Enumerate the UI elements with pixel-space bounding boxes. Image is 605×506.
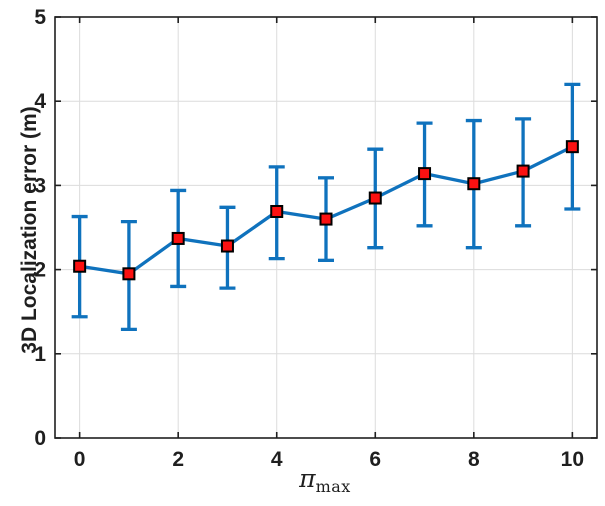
y-axis-label: 3D Localization error (m) bbox=[18, 106, 41, 354]
x-tick-label: 4 bbox=[271, 448, 283, 471]
y-tick-label: 0 bbox=[34, 427, 46, 450]
data-marker bbox=[73, 259, 87, 273]
data-marker bbox=[122, 267, 136, 281]
data-marker bbox=[565, 140, 579, 154]
data-marker bbox=[319, 212, 333, 226]
data-marker bbox=[368, 191, 382, 205]
data-marker bbox=[171, 231, 185, 245]
x-tick-label: 0 bbox=[74, 448, 86, 471]
y-tick-label: 5 bbox=[34, 6, 46, 29]
x-tick-label: 2 bbox=[172, 448, 184, 471]
axes-box bbox=[54, 16, 598, 439]
y-tick-label: 1 bbox=[34, 343, 46, 366]
x-tick-label: 10 bbox=[561, 448, 584, 471]
data-marker bbox=[220, 239, 234, 253]
data-marker bbox=[516, 164, 530, 178]
data-marker bbox=[467, 177, 481, 191]
data-marker bbox=[270, 205, 284, 219]
data-marker bbox=[418, 167, 432, 181]
x-axis-label-symbol: π bbox=[299, 464, 316, 493]
y-tick-label: 4 bbox=[34, 90, 46, 113]
x-tick-label: 6 bbox=[369, 448, 381, 471]
y-tick-label: 2 bbox=[34, 259, 46, 282]
x-tick-label: 8 bbox=[468, 448, 480, 471]
x-axis-label-subscript: max bbox=[315, 477, 351, 496]
x-axis-label: πmax bbox=[0, 464, 605, 496]
y-tick-label: 3 bbox=[34, 174, 46, 197]
